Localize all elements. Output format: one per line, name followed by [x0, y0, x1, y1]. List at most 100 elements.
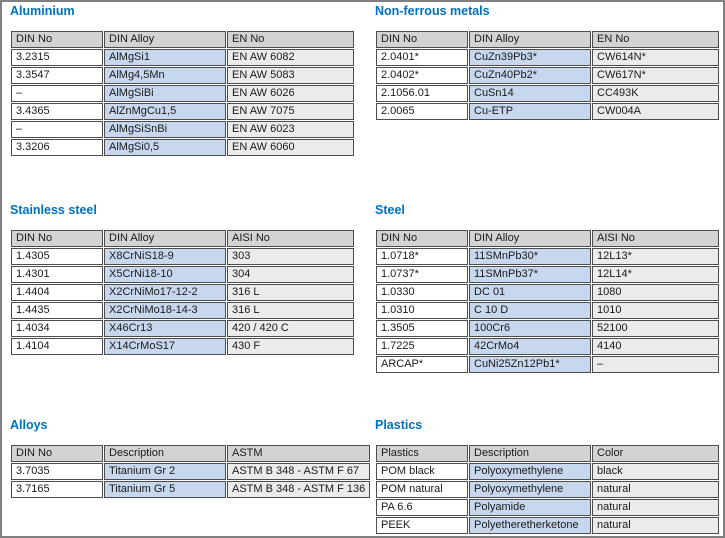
table-cell: 316 L: [227, 302, 354, 319]
header-cell: ASTM: [227, 445, 371, 462]
table-cell: Titanium Gr 5: [104, 481, 226, 498]
table-row: 1.4305 X8CrNiS18-9 303: [11, 248, 354, 265]
table-cell: AlMgSiSnBi: [104, 121, 226, 138]
header-cell: DIN No: [11, 230, 103, 247]
table-cell: AlZnMgCu1,5: [104, 103, 226, 120]
table-cell: 2.0065: [376, 103, 468, 120]
table-row: 1.4435 X2CrNiMo18-14-3 316 L: [11, 302, 354, 319]
table-row: PA 6.6 Polyamide natural: [376, 499, 719, 516]
table-cell: X2CrNiMo17-12-2: [104, 284, 226, 301]
table-cell: –: [11, 121, 103, 138]
table-cell: 1.4305: [11, 248, 103, 265]
table-cell: POM natural: [376, 481, 468, 498]
header-cell: DIN Alloy: [104, 31, 226, 48]
table-cell: CW617N*: [592, 67, 719, 84]
table-row: 3.2315 AlMgSi1 EN AW 6082: [11, 49, 354, 66]
table-cell: 1.4034: [11, 320, 103, 337]
table-cell: 52100: [592, 320, 719, 337]
table-cell: 2.1056.01: [376, 85, 468, 102]
plastics-table: Plastics Description Color POM black Polyoxy…: [375, 444, 720, 535]
table-cell: CuZn39Pb3*: [469, 49, 591, 66]
table-cell: EN AW 6023: [227, 121, 354, 138]
table-cell: natural: [592, 517, 719, 534]
table-row: 2.0402* CuZn40Pb2* CW617N*: [376, 67, 719, 84]
table-cell: 12L13*: [592, 248, 719, 265]
table-cell: ASTM B 348 - ASTM F 136: [227, 481, 371, 498]
table-cell: natural: [592, 499, 719, 516]
section-stainless-steel: Stainless steel DIN No DIN Alloy AISI No 1.…: [10, 203, 355, 356]
table-cell: 304: [227, 266, 354, 283]
header-row: DIN No DIN Alloy AISI No: [376, 230, 719, 247]
table-cell: 3.3206: [11, 139, 103, 156]
table-cell: black: [592, 463, 719, 480]
table-cell: Titanium Gr 2: [104, 463, 226, 480]
table-cell: X8CrNiS18-9: [104, 248, 226, 265]
table-cell: DC 01: [469, 284, 591, 301]
table-cell: CuSn14: [469, 85, 591, 102]
table-cell: 1.4104: [11, 338, 103, 355]
table-cell: 2.0402*: [376, 67, 468, 84]
table-row: 1.0310 C 10 D 1010: [376, 302, 719, 319]
table-row: – AlMgSiBi EN AW 6026: [11, 85, 354, 102]
table-cell: natural: [592, 481, 719, 498]
table-cell: AlMgSiBi: [104, 85, 226, 102]
header-cell: AISI No: [227, 230, 354, 247]
table-row: ARCAP* CuNi25Zn12Pb1* –: [376, 356, 719, 373]
header-cell: EN No: [227, 31, 354, 48]
table-cell: 11SMnPb30*: [469, 248, 591, 265]
table-row: PEEK Polyetheretherketone natural: [376, 517, 719, 534]
non-ferrous-metals-table: DIN No DIN Alloy EN No 2.0401* CuZn39Pb3* CW6…: [375, 30, 720, 121]
table-row: 1.0718* 11SMnPb30* 12L13*: [376, 248, 719, 265]
table-row: 3.7165 Titanium Gr 5 ASTM B 348 - ASTM F 1…: [11, 481, 371, 498]
table-cell: –: [11, 85, 103, 102]
stainless-steel-table: DIN No DIN Alloy AISI No 1.4305 X8CrNiS18-9 3…: [10, 229, 355, 356]
table-cell: 2.0401*: [376, 49, 468, 66]
table-cell: X46Cr13: [104, 320, 226, 337]
header-cell: DIN Alloy: [469, 31, 591, 48]
table-cell: 1.4301: [11, 266, 103, 283]
table-row: 1.4034 X46Cr13 420 / 420 C: [11, 320, 354, 337]
section-alloys: Alloys DIN No Description ASTM 3.7035 Titani…: [10, 418, 371, 499]
table-row: 3.4365 AlZnMgCu1,5 EN AW 7075: [11, 103, 354, 120]
table-cell: CuNi25Zn12Pb1*: [469, 356, 591, 373]
header-row: DIN No DIN Alloy EN No: [376, 31, 719, 48]
table-cell: CW614N*: [592, 49, 719, 66]
table-cell: 1.3505: [376, 320, 468, 337]
table-cell: –: [592, 356, 719, 373]
table-cell: Polyetheretherketone: [469, 517, 591, 534]
table-cell: EN AW 6082: [227, 49, 354, 66]
section-plastics: Plastics Plastics Description Color POM bla…: [375, 418, 720, 535]
header-cell: Description: [104, 445, 226, 462]
header-cell: DIN No: [11, 445, 103, 462]
table-cell: CC493K: [592, 85, 719, 102]
table-cell: 3.7035: [11, 463, 103, 480]
table-cell: 316 L: [227, 284, 354, 301]
table-cell: CuZn40Pb2*: [469, 67, 591, 84]
aluminium-table: DIN No DIN Alloy EN No 3.2315 AlMgSi1 EN AW 6…: [10, 30, 355, 157]
table-cell: X2CrNiMo18-14-3: [104, 302, 226, 319]
header-cell: DIN No: [11, 31, 103, 48]
section-non-ferrous-metals: Non-ferrous metals DIN No DIN Alloy EN No 2…: [375, 4, 720, 121]
table-cell: 1.0718*: [376, 248, 468, 265]
header-cell: DIN Alloy: [104, 230, 226, 247]
header-row: DIN No DIN Alloy AISI No: [11, 230, 354, 247]
header-cell: Color: [592, 445, 719, 462]
table-cell: EN AW 6060: [227, 139, 354, 156]
steel-table: DIN No DIN Alloy AISI No 1.0718* 11SMnPb30* 1…: [375, 229, 720, 374]
section-title-steel: Steel: [375, 203, 405, 217]
section-title-alloys: Alloys: [10, 418, 48, 432]
table-cell: PA 6.6: [376, 499, 468, 516]
table-cell: 42CrMo4: [469, 338, 591, 355]
section-aluminium: Aluminium DIN No DIN Alloy EN No 3.2315 AlMg…: [10, 4, 355, 157]
table-cell: EN AW 6026: [227, 85, 354, 102]
header-cell: Description: [469, 445, 591, 462]
table-cell: 1010: [592, 302, 719, 319]
table-row: – AlMgSiSnBi EN AW 6023: [11, 121, 354, 138]
table-row: 1.4104 X14CrMoS17 430 F: [11, 338, 354, 355]
table-cell: Polyoxymethylene: [469, 463, 591, 480]
header-cell: AISI No: [592, 230, 719, 247]
table-cell: 3.3547: [11, 67, 103, 84]
table-cell: 3.2315: [11, 49, 103, 66]
table-cell: 4140: [592, 338, 719, 355]
